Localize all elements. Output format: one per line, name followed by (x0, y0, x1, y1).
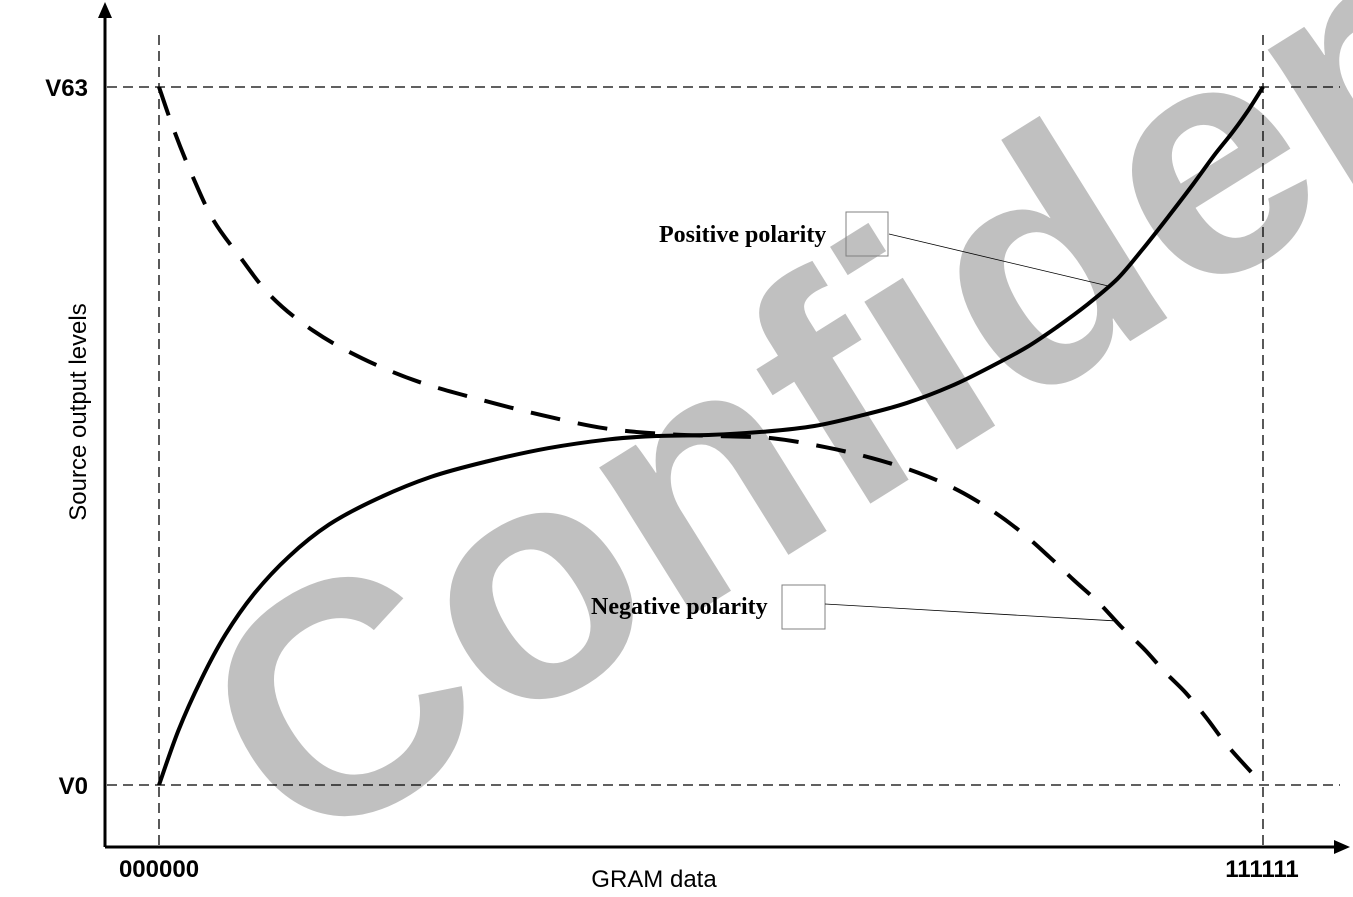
watermark-text: Confidential (142, 0, 1353, 897)
axes (98, 2, 1350, 854)
y-axis-arrow-icon (98, 2, 112, 18)
positive-polarity-callout-box (845, 211, 889, 257)
positive-polarity-label: Positive polarity (659, 222, 826, 248)
x-axis-title: GRAM data (591, 866, 717, 893)
positive-polarity-curve (157, 85, 1265, 786)
callout-layer: Positive polarity Negative polarity (591, 211, 1116, 630)
series-layer (157, 85, 1265, 787)
y-tick-label-v0: V0 (59, 773, 88, 800)
negative-polarity-leader-line (824, 603, 1116, 622)
negative-polarity-label: Negative polarity (591, 594, 768, 620)
reference-lines (107, 35, 1340, 847)
x-tick-label-end: 111111 (1225, 856, 1298, 883)
x-axis-arrow-icon (1334, 840, 1350, 854)
negative-polarity-callout-box (781, 584, 826, 630)
negative-polarity-curve (157, 86, 1265, 787)
watermark: Confidential (142, 0, 1353, 897)
positive-polarity-leader-line (888, 233, 1109, 287)
y-tick-label-v63: V63 (45, 75, 88, 102)
y-axis-title: Source output levels (65, 303, 92, 520)
x-tick-label-start: 000000 (119, 856, 199, 883)
